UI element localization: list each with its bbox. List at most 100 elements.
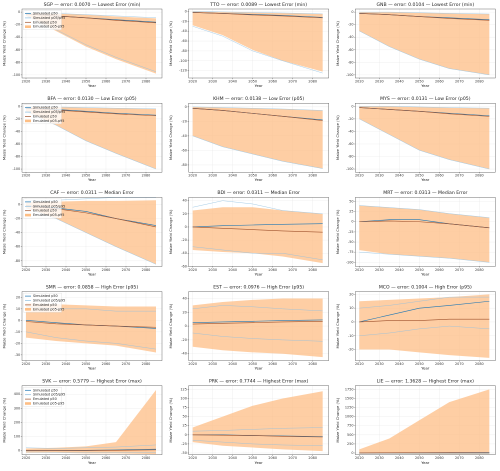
- y-tick-label: -80: [181, 163, 187, 167]
- y-tick-label: -60: [15, 142, 21, 146]
- y-tick-label: -100: [12, 73, 20, 77]
- line: [192, 200, 323, 215]
- plot-frame: [188, 103, 329, 173]
- y-tick-label: -60: [15, 48, 21, 52]
- y-tick-label: 10: [349, 306, 353, 310]
- legend-label: Emulated p05-p95: [33, 119, 64, 123]
- y-tick-label: 500: [347, 433, 353, 437]
- line: [192, 223, 323, 228]
- legend-label: Emulated p05-p95: [33, 402, 64, 406]
- x-axis-label: Year: [421, 271, 429, 276]
- y-tick-label: 1500: [345, 397, 354, 401]
- x-tick-label: 2040: [62, 456, 71, 460]
- line: [359, 296, 490, 309]
- y-axis-label: Maize Yield Change (%): [335, 115, 340, 160]
- x-tick-label: 2040: [395, 174, 404, 178]
- chart-title: BDI — error: 0.0311 — Median Error: [217, 190, 300, 196]
- y-tick-label: -60: [181, 264, 187, 268]
- y-tick-label: 0: [18, 318, 20, 322]
- y-tick-label: 20: [183, 310, 187, 314]
- x-tick-label: 2040: [228, 268, 237, 272]
- line: [192, 427, 323, 432]
- x-tick-label: 2060: [435, 79, 444, 83]
- x-tick-label: 2040: [228, 79, 237, 83]
- chart-title: MRT — error: 0.0313 — Median Error: [383, 190, 467, 196]
- plot-frame: [188, 291, 329, 361]
- x-tick-label: 2070: [288, 174, 297, 178]
- x-tick-label: 2020: [188, 456, 197, 460]
- y-tick-label: 100: [14, 434, 20, 438]
- x-tick-label: 2080: [142, 362, 151, 366]
- y-tick-label: -120: [179, 69, 187, 73]
- y-tick-label: -20: [181, 338, 187, 342]
- y-tick-label: 20: [16, 295, 20, 299]
- y-tick-label: 0: [185, 225, 187, 229]
- panel: 0 250 500 750 1000 1250 1500 1750 2020 2030 2040 20…: [335, 379, 496, 465]
- y-tick-label: 0: [18, 202, 20, 206]
- x-tick-label: 2050: [82, 456, 91, 460]
- y-tick-label: 25: [349, 210, 353, 214]
- plot-frame: [188, 8, 329, 79]
- y-tick-label: 75: [183, 406, 187, 410]
- legend-swatch: [25, 308, 31, 311]
- line: [25, 444, 157, 449]
- x-axis-label: Year: [88, 366, 96, 371]
- x-tick-label: 2020: [22, 79, 31, 83]
- line: [192, 434, 323, 438]
- x-tick-label: 2050: [82, 362, 91, 366]
- y-tick-label: -80: [348, 60, 354, 64]
- x-tick-label: 2080: [475, 79, 484, 83]
- x-tick-label: 2070: [122, 268, 131, 272]
- y-axis-label: Maize Yield Change (%): [335, 303, 340, 348]
- legend-box: [23, 104, 62, 125]
- legend-swatch: [25, 402, 31, 405]
- y-tick-label: 0: [18, 10, 20, 14]
- y-tick-label: 750: [347, 424, 353, 428]
- x-tick-label: 2060: [435, 362, 444, 366]
- legend-label: Simulated p50: [33, 106, 58, 110]
- y-tick-label: -40: [181, 251, 187, 255]
- y-tick-label: -60: [348, 48, 354, 52]
- legend-box: [23, 10, 62, 30]
- x-tick-label: 2020: [22, 174, 31, 178]
- line: [359, 106, 490, 109]
- y-tick-label: 200: [14, 420, 20, 424]
- y-tick-label: 50: [183, 415, 187, 419]
- line: [359, 11, 490, 15]
- x-tick-label: 2050: [82, 268, 91, 272]
- chart-title: SVK — error: 0.5779 — Highest Error (max…: [42, 379, 142, 385]
- x-tick-label: 2020: [355, 362, 364, 366]
- x-axis-label: Year: [421, 366, 429, 371]
- line: [359, 325, 490, 336]
- y-axis-label: Maize Yield Change (%): [168, 209, 173, 254]
- plot-frame: [21, 385, 163, 455]
- x-tick-label: 2050: [248, 79, 257, 83]
- x-axis-label: Year: [421, 460, 429, 465]
- y-tick-label: 10: [16, 307, 20, 311]
- legend-label: Simulated p05/p95: [33, 299, 65, 303]
- x-tick-label: 2040: [395, 362, 404, 366]
- y-axis-label: Maize Yield Change (%): [2, 115, 7, 160]
- band: [359, 106, 490, 170]
- x-tick-label: 2020: [355, 268, 364, 272]
- line: [25, 321, 157, 328]
- y-tick-label: -20: [181, 119, 187, 123]
- y-tick-label: -20: [181, 238, 187, 242]
- line: [192, 226, 323, 233]
- x-tick-label: 2070: [288, 362, 297, 366]
- y-axis-label: Maize Yield Change (%): [2, 209, 7, 254]
- x-tick-label: 2070: [455, 268, 464, 272]
- y-tick-label: -40: [15, 231, 21, 235]
- x-tick-label: 2080: [475, 362, 484, 366]
- line: [359, 30, 490, 76]
- panel: -50 -25 0 25 50 75 100 125 2020 2030 2040 2050 2060 2…: [168, 379, 329, 465]
- line: [192, 440, 323, 446]
- y-tick-label: -20: [348, 23, 354, 27]
- legend-label: Simulated p05/p95: [33, 16, 65, 20]
- y-tick-label: -40: [15, 35, 21, 39]
- x-tick-label: 2060: [268, 79, 277, 83]
- y-tick-label: -75: [348, 250, 354, 254]
- x-tick-label: 2040: [395, 268, 404, 272]
